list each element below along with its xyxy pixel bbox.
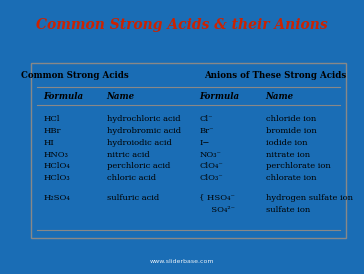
Text: HNO₃: HNO₃ [44, 150, 68, 159]
Text: hydrochloric acid: hydrochloric acid [107, 115, 180, 123]
Text: Cl⁻: Cl⁻ [199, 115, 213, 123]
Text: www.sliderbase.com: www.sliderbase.com [150, 259, 214, 264]
Text: chloride ion: chloride ion [265, 115, 316, 123]
Text: Formula: Formula [199, 92, 240, 101]
Text: hydroiodic acid: hydroiodic acid [107, 139, 171, 147]
Text: nitrate ion: nitrate ion [265, 150, 310, 159]
Text: ClO₃⁻: ClO₃⁻ [199, 174, 223, 182]
Text: perchlorate ion: perchlorate ion [265, 162, 330, 170]
Text: { HSO₄⁻: { HSO₄⁻ [199, 194, 235, 202]
Text: HClO₃: HClO₃ [44, 174, 70, 182]
Text: Common Strong Acids & their Anions: Common Strong Acids & their Anions [36, 18, 328, 32]
Text: HBr: HBr [44, 127, 61, 135]
Text: chloric acid: chloric acid [107, 174, 156, 182]
Text: hydrobromic acid: hydrobromic acid [107, 127, 181, 135]
Text: hydrogen sulfate ion: hydrogen sulfate ion [265, 194, 352, 202]
Text: bromide ion: bromide ion [265, 127, 316, 135]
Text: HClO₄: HClO₄ [44, 162, 70, 170]
Text: I−: I− [199, 139, 210, 147]
Text: HCl: HCl [44, 115, 60, 123]
Text: NO₃⁻: NO₃⁻ [199, 150, 221, 159]
Text: Br⁻: Br⁻ [199, 127, 214, 135]
Text: SO₄²⁻: SO₄²⁻ [206, 206, 235, 214]
Text: Name: Name [107, 92, 135, 101]
Text: Formula: Formula [44, 92, 84, 101]
Text: chlorate ion: chlorate ion [265, 174, 316, 182]
Text: Name: Name [265, 92, 294, 101]
Text: iodide ion: iodide ion [265, 139, 307, 147]
Text: HI: HI [44, 139, 54, 147]
Text: Anions of These Strong Acids: Anions of These Strong Acids [204, 71, 346, 80]
Text: sulfuric acid: sulfuric acid [107, 194, 159, 202]
Text: H₂SO₄: H₂SO₄ [44, 194, 70, 202]
Text: ClO₄⁻: ClO₄⁻ [199, 162, 223, 170]
Text: sulfate ion: sulfate ion [265, 206, 310, 214]
Text: Common Strong Acids: Common Strong Acids [21, 71, 129, 80]
Text: perchloric acid: perchloric acid [107, 162, 170, 170]
Text: nitric acid: nitric acid [107, 150, 149, 159]
